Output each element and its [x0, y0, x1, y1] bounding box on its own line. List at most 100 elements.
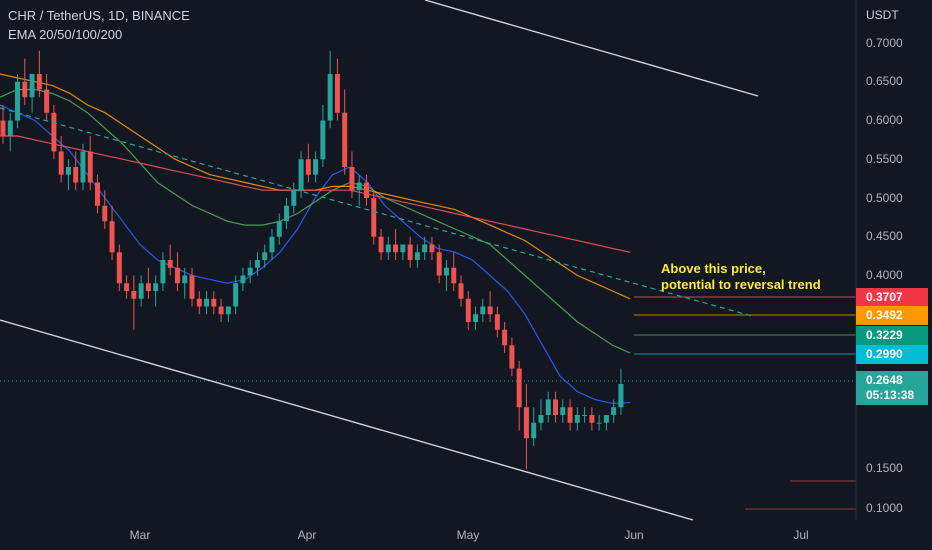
- candle-body: [269, 236, 275, 253]
- candle-body: [15, 81, 21, 121]
- time-axis-label: Apr: [297, 528, 317, 542]
- candle-body: [218, 306, 224, 315]
- candle-body: [247, 267, 253, 276]
- candle-body: [414, 252, 420, 260]
- candle-body: [291, 190, 297, 206]
- candle-body: [371, 198, 377, 237]
- time-axis-label: May: [456, 528, 480, 542]
- price-level-lines: [0, 296, 856, 510]
- candle-body: [116, 252, 122, 284]
- candle-body: [225, 306, 231, 315]
- current-price-tag: 0.2648 05:13:38: [856, 371, 928, 405]
- candle-body: [167, 260, 173, 268]
- ema-lines: [0, 73, 631, 405]
- candle-body: [429, 244, 435, 253]
- candle-body: [233, 283, 239, 307]
- candle-body: [211, 298, 217, 307]
- candle-body: [73, 167, 79, 183]
- trendline-drawings[interactable]: [0, 0, 759, 521]
- candle-body: [102, 205, 108, 222]
- reversal-annotation[interactable]: Above this price, potential to reversal …: [661, 261, 821, 293]
- candle-body: [29, 74, 35, 98]
- candle-body: [0, 120, 6, 136]
- candle-body: [509, 345, 515, 369]
- candle-body: [153, 283, 159, 291]
- candle-body: [378, 236, 384, 253]
- bar-countdown: 05:13:38: [866, 388, 915, 402]
- candle-body: [400, 244, 406, 253]
- candle-body: [204, 298, 210, 307]
- candle-body: [596, 422, 602, 424]
- candle-body: [80, 151, 86, 183]
- candle-body: [58, 151, 64, 175]
- price-tag-ema20: 0.2990: [856, 345, 928, 364]
- channel-lower-line: [0, 319, 694, 521]
- candle-body: [538, 415, 544, 423]
- candle-body: [523, 407, 529, 439]
- candle-body: [574, 415, 580, 423]
- dashed-trendline: [0, 107, 753, 317]
- channel-upper-line: [424, 0, 759, 97]
- price-tag-ema50: 0.3229: [856, 326, 928, 345]
- candle-body: [240, 275, 246, 284]
- candle-body: [298, 159, 304, 191]
- candle-body: [182, 275, 188, 284]
- current-price-value: 0.2648: [866, 373, 903, 387]
- candle-body: [87, 151, 93, 183]
- ema-200-line: [0, 135, 631, 253]
- candle-body: [305, 159, 311, 175]
- ema-50-line: [0, 88, 631, 354]
- candle-body: [7, 120, 13, 136]
- symbol-legend[interactable]: CHR / TetherUS, 1D, BINANCE: [8, 8, 190, 23]
- candle-body: [516, 368, 522, 408]
- candle-body: [582, 415, 588, 416]
- candle-body: [436, 252, 442, 276]
- annotation-line-1: Above this price,: [661, 261, 766, 276]
- candle-body: [480, 306, 486, 315]
- candle-body: [531, 422, 537, 439]
- ema-20-line: [0, 104, 631, 405]
- candle-body: [284, 205, 290, 222]
- candle-body: [545, 399, 551, 415]
- candle-body: [465, 298, 471, 322]
- candle-body: [422, 244, 428, 253]
- candle-body: [174, 267, 180, 284]
- price-axis-label: 0.4500: [866, 229, 903, 243]
- candle-body: [603, 415, 609, 423]
- candle-body: [44, 89, 50, 113]
- candle-body: [567, 407, 573, 423]
- price-axis-label: 0.7000: [866, 36, 903, 50]
- ema-legend[interactable]: EMA 20/50/100/200: [8, 27, 123, 42]
- candle-body: [145, 283, 151, 291]
- candle-body: [95, 182, 101, 206]
- candle-body: [320, 120, 326, 160]
- candle-body: [393, 244, 399, 253]
- candle-body: [334, 74, 340, 113]
- price-tag-ema200: 0.3707: [856, 288, 928, 307]
- candle-body: [458, 283, 464, 299]
- candle-body: [560, 407, 566, 415]
- candle-body: [313, 159, 319, 175]
- candle-body: [22, 81, 28, 98]
- candle-body: [131, 291, 137, 299]
- candle-body: [160, 260, 166, 284]
- candle-body: [611, 407, 617, 415]
- price-axis-label: 0.4000: [866, 268, 903, 282]
- candle-body: [443, 267, 449, 276]
- price-axis-label: 0.5500: [866, 152, 903, 166]
- candle-body: [349, 167, 355, 191]
- candle-body: [189, 275, 195, 299]
- price-axis-unit: USDT: [866, 8, 899, 22]
- candle-body: [51, 112, 57, 152]
- candle-body: [618, 384, 624, 408]
- candle-body: [407, 244, 413, 260]
- time-axis-label: Mar: [129, 528, 151, 542]
- candle-body: [385, 244, 391, 253]
- candle-body: [502, 329, 508, 346]
- candle-body: [589, 415, 595, 423]
- candle-body: [138, 283, 144, 299]
- candle-body: [487, 306, 493, 315]
- candle-body: [451, 267, 457, 284]
